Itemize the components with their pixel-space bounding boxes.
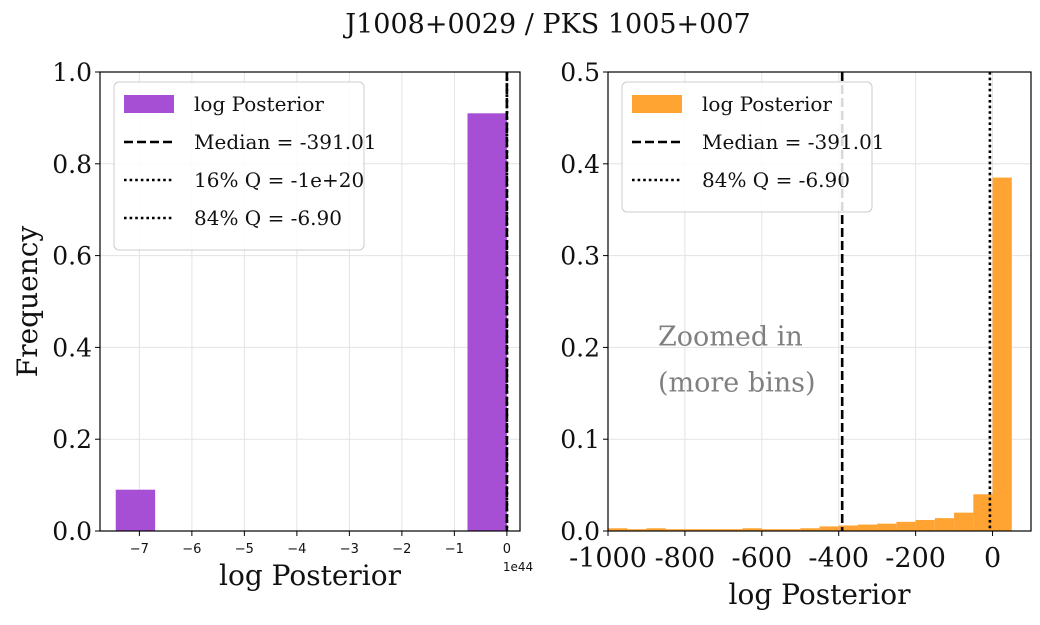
x-axis-label: log Posterior <box>729 578 912 611</box>
x-tick-label: −3 <box>340 542 359 557</box>
x-tick-label: −1 <box>445 542 464 557</box>
legend-box <box>113 81 365 251</box>
x-tick-label: 0 <box>503 542 511 557</box>
x-tick-label: -1000 <box>569 543 647 574</box>
legend-box <box>621 81 873 213</box>
x-axis-label: log Posterior <box>219 559 402 592</box>
histogram-bar <box>608 528 628 531</box>
x-tick-label: -600 <box>731 543 792 574</box>
legend-label: 16% Q = -1e+20 <box>194 168 364 192</box>
legend-label: Median = -391.01 <box>194 130 377 154</box>
histogram-bar <box>877 523 897 531</box>
legend-label: 84% Q = -6.90 <box>702 168 850 192</box>
legend-swatch <box>632 95 682 113</box>
histogram-bar <box>665 529 685 531</box>
x-tick-label: −4 <box>287 542 306 557</box>
x-tick-label: -800 <box>655 543 716 574</box>
histogram-bar <box>954 512 974 531</box>
x-tick-label: 0 <box>984 543 1001 574</box>
histogram-bar <box>838 525 858 531</box>
legend-swatch <box>124 95 174 113</box>
x-tick-label: −2 <box>392 542 411 557</box>
x-tick-label: −6 <box>182 542 201 557</box>
histogram-bar <box>723 529 743 531</box>
histogram-bar <box>684 529 705 531</box>
y-tick-label: 0.3 <box>560 242 600 271</box>
y-tick-label: 0.4 <box>560 150 600 179</box>
annotation-text: (more bins) <box>658 367 816 398</box>
histogram-bar <box>742 528 762 531</box>
histogram-bar <box>800 528 820 531</box>
histogram-bar <box>467 113 507 531</box>
y-tick-label: 0.4 <box>52 333 92 362</box>
histogram-bar <box>761 529 782 531</box>
axes-frame <box>607 71 1032 532</box>
histogram-bar <box>819 526 839 531</box>
x-offset-label: 1e44 <box>503 560 533 574</box>
y-tick-label: 0.1 <box>560 425 600 454</box>
y-tick-label: 0.2 <box>560 333 600 362</box>
histogram-bar <box>781 529 801 531</box>
histogram-bar <box>973 494 993 531</box>
histogram-bar <box>646 528 666 531</box>
annotation-text: Zoomed in <box>658 321 803 352</box>
y-tick-label: 0.6 <box>52 242 92 271</box>
histogram-bar <box>627 529 647 531</box>
legend-label: log Posterior <box>194 92 324 116</box>
left-histogram-panel: −7 −6 −5 −4 −3 −2 −1 0 0.0 0.2 0.4 0.6 0.8 1.0 1e44 log… <box>11 58 533 592</box>
right-histogram-panel: -1000 -800 -600 -400 -200 0 0.0 0.1 0.2 0.3 0.4 0.5… <box>560 58 1032 611</box>
legend-label: 84% Q = -6.90 <box>194 206 342 230</box>
y-tick-label: 0.0 <box>560 517 600 546</box>
y-tick-label: 0.8 <box>52 150 92 179</box>
histogram-bar <box>704 529 724 531</box>
figure-title: J1008+0029 / PKS 1005+007 <box>342 9 750 40</box>
axes-frame <box>99 71 521 532</box>
x-tick-label: −5 <box>235 542 254 557</box>
x-tick-label: −7 <box>130 542 149 557</box>
histogram-bar <box>934 518 955 531</box>
y-tick-label: 1.0 <box>52 58 92 87</box>
y-tick-label: 0.0 <box>52 517 92 546</box>
legend-label: log Posterior <box>702 92 832 116</box>
y-tick-label: 0.5 <box>560 58 600 87</box>
histogram-bar <box>915 519 935 531</box>
y-tick-label: 0.2 <box>52 425 92 454</box>
histogram-bar <box>992 177 1012 531</box>
x-tick-label: -400 <box>808 543 869 574</box>
histogram-bar <box>896 521 916 531</box>
x-tick-label: -200 <box>885 543 946 574</box>
legend-label: Median = -391.01 <box>702 130 885 154</box>
y-axis-label: Frequency <box>11 226 44 378</box>
histogram-bar <box>857 524 878 531</box>
histogram-bar <box>115 489 156 531</box>
